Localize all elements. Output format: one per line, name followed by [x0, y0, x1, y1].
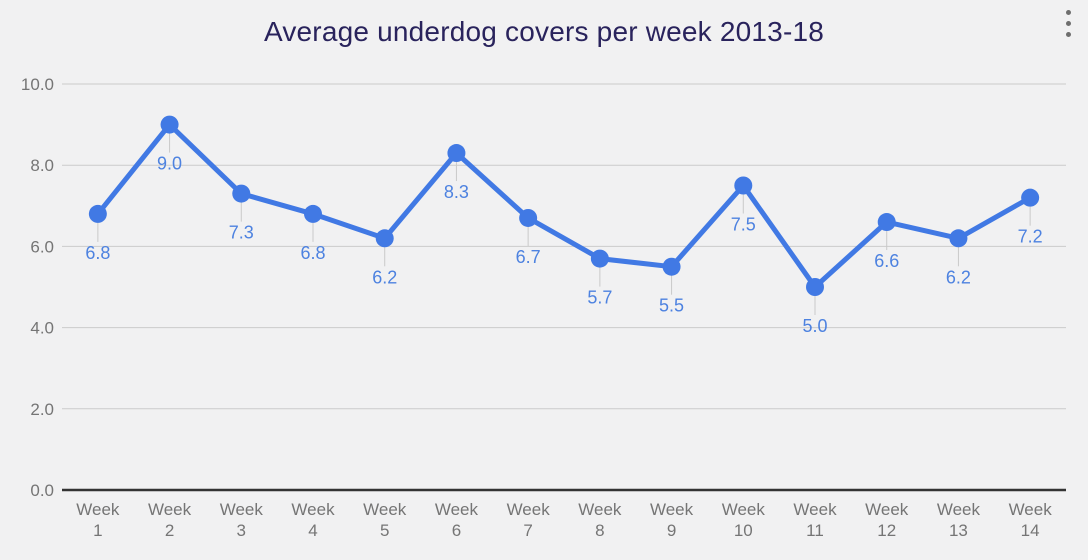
- x-axis-tick-label: Week 10: [722, 500, 766, 540]
- x-axis-tick-label: Week 11: [793, 500, 837, 540]
- kebab-menu-icon: [1065, 31, 1071, 37]
- x-axis-tick-label: Week 12: [865, 500, 909, 540]
- data-point-label: 6.8: [300, 243, 325, 263]
- data-point[interactable]: [232, 184, 251, 203]
- x-axis-tick-label: Week 3: [220, 500, 264, 540]
- data-point-label: 7.5: [731, 215, 756, 235]
- data-point[interactable]: [662, 257, 681, 276]
- y-axis-tick-label: 4.0: [30, 319, 54, 338]
- y-axis-tick-label: 10.0: [21, 75, 54, 94]
- y-axis-tick-label: 0.0: [30, 481, 54, 500]
- data-point-label: 9.0: [157, 154, 182, 174]
- data-point[interactable]: [88, 204, 107, 223]
- x-axis-tick-label: Week 8: [578, 500, 622, 540]
- data-point-label: 7.3: [229, 223, 254, 243]
- data-point[interactable]: [304, 204, 322, 223]
- x-axis-tick-label: Week 6: [435, 500, 479, 540]
- data-point-label: 5.0: [802, 316, 827, 336]
- data-point[interactable]: [1021, 188, 1040, 207]
- x-axis-tick-label: Week 9: [650, 500, 694, 540]
- data-point-label: 8.3: [444, 182, 469, 202]
- data-point[interactable]: [590, 249, 609, 268]
- data-point-label: 6.8: [85, 243, 110, 263]
- y-axis-tick-label: 8.0: [30, 156, 54, 175]
- data-point-label: 5.5: [659, 296, 684, 316]
- x-axis-tick-label: Week 7: [507, 500, 551, 540]
- data-point-label: 6.7: [516, 247, 541, 267]
- data-point-label: 7.2: [1018, 227, 1043, 247]
- chart-menu-button[interactable]: [1058, 4, 1078, 42]
- data-point[interactable]: [447, 144, 466, 163]
- x-axis-tick-label: Week 2: [148, 500, 192, 540]
- x-axis-tick-label: Week 4: [291, 500, 335, 540]
- data-point-label: 6.2: [946, 267, 971, 287]
- data-point-label: 6.6: [874, 251, 899, 271]
- x-axis-tick-label: Week 5: [363, 500, 407, 540]
- y-axis-tick-label: 2.0: [30, 400, 54, 419]
- x-axis-tick-label: Week 1: [76, 500, 120, 540]
- y-axis-tick-label: 6.0: [30, 237, 54, 256]
- x-axis-tick-label: Week 13: [937, 500, 981, 540]
- chart-title: Average underdog covers per week 2013-18: [263, 16, 825, 47]
- kebab-menu-icon: [1065, 9, 1071, 15]
- data-point-label: 6.2: [372, 267, 397, 287]
- data-point-label: 5.7: [587, 288, 612, 308]
- data-point[interactable]: [877, 213, 896, 232]
- kebab-menu-icon: [1065, 20, 1071, 26]
- data-point[interactable]: [519, 208, 538, 227]
- line-series: [95, 122, 1033, 290]
- data-point[interactable]: [806, 278, 824, 296]
- data-point[interactable]: [375, 229, 394, 248]
- data-point[interactable]: [160, 115, 179, 134]
- x-axis-tick-label: Week 14: [1009, 500, 1053, 540]
- data-point[interactable]: [734, 176, 753, 195]
- data-point[interactable]: [949, 229, 968, 248]
